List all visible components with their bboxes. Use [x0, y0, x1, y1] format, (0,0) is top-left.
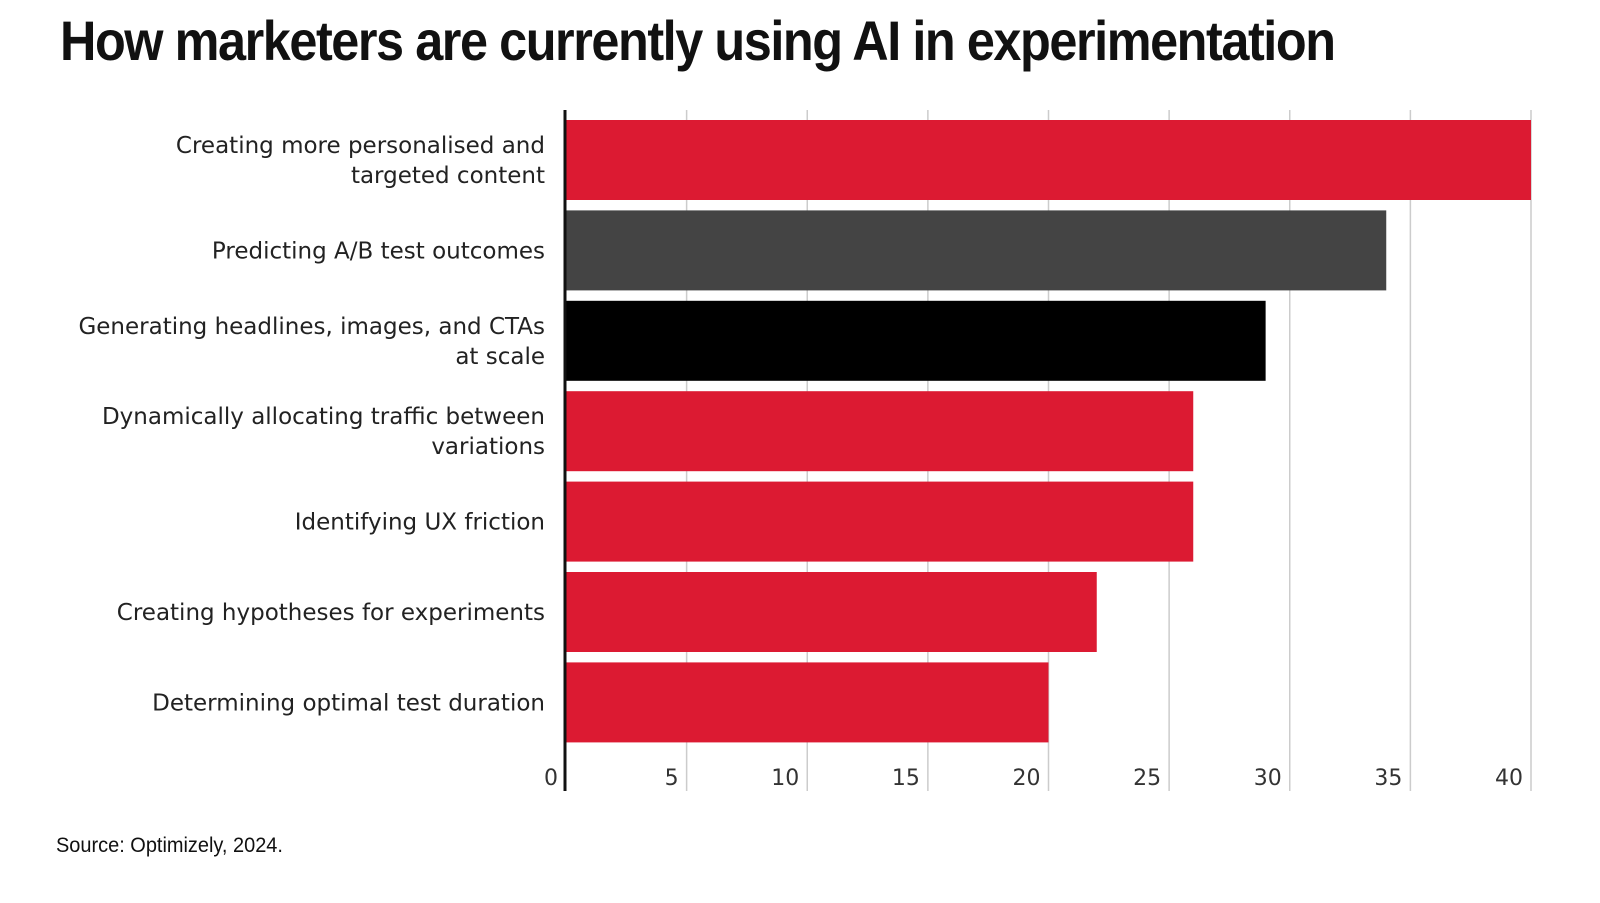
category-label-line: Determining optimal test duration — [152, 690, 545, 716]
category-label-line: targeted content — [351, 163, 545, 189]
category-label-line: Identifying UX friction — [295, 510, 545, 536]
source-note: Source: Optimizely, 2024. — [56, 834, 283, 857]
category-label-line: Creating more personalised and — [176, 133, 545, 159]
x-tick-label-10: 10 — [771, 766, 799, 791]
category-label-1: Creating more personalised and targeted c… — [176, 133, 545, 189]
bar-7 — [566, 662, 1049, 743]
bar-2 — [566, 210, 1387, 291]
x-tick-labels: 0 5 10 15 20 25 30 35 40 — [544, 766, 1523, 791]
category-label-line: Dynamically allocating traffic between — [102, 404, 545, 430]
category-label-line: at scale — [455, 344, 545, 370]
x-tick-label-40: 40 — [1495, 766, 1523, 791]
x-tick-label-0: 0 — [544, 766, 558, 791]
category-label-5: Identifying UX friction — [295, 510, 545, 536]
category-label-6: Creating hypotheses for experiments — [117, 600, 545, 626]
bar-3 — [566, 300, 1266, 381]
category-label-line: Creating hypotheses for experiments — [117, 600, 545, 626]
category-label-line: variations — [431, 434, 545, 460]
bar-5 — [566, 481, 1194, 562]
bar-6 — [566, 572, 1097, 652]
x-tick-label-20: 20 — [1013, 766, 1041, 791]
bar-4 — [566, 391, 1194, 472]
category-label-2: Predicting A/B test outcomes — [212, 238, 545, 264]
category-labels: Creating more personalised and targeted c… — [78, 133, 545, 716]
category-label-7: Determining optimal test duration — [152, 690, 545, 716]
category-label-line: Generating headlines, images, and CTAs — [78, 314, 545, 340]
x-tick-label-35: 35 — [1374, 766, 1402, 791]
chart-title: How marketers are currently using AI in … — [60, 9, 1336, 72]
category-label-4: Dynamically allocating traffic between va… — [102, 404, 545, 460]
bars — [566, 120, 1531, 743]
x-tick-label-15: 15 — [892, 766, 920, 791]
x-tick-label-5: 5 — [665, 766, 679, 791]
x-tick-label-30: 30 — [1254, 766, 1282, 791]
bar-1 — [566, 120, 1531, 200]
x-tick-label-25: 25 — [1133, 766, 1161, 791]
category-label-line: Predicting A/B test outcomes — [212, 238, 545, 264]
category-label-3: Generating headlines, images, and CTAs at… — [78, 314, 545, 370]
